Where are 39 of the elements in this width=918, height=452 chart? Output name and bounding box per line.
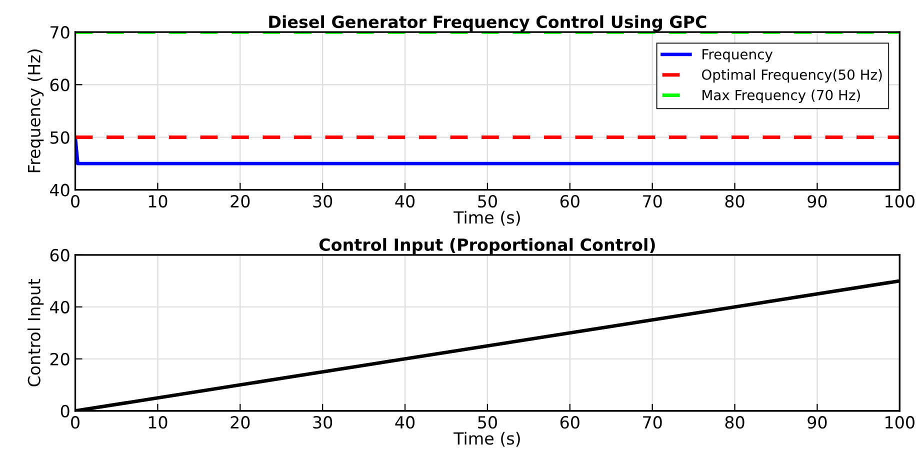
y-tick-label: 70: [50, 26, 70, 39]
x-tick-label: 100: [886, 416, 914, 429]
y-axis-title: Frequency (Hz): [28, 50, 44, 172]
legend-label: Frequency: [702, 49, 773, 62]
x-tick-label: 50: [478, 194, 497, 208]
y-tick-label: 40: [50, 300, 70, 314]
y-tick-label: 0: [60, 404, 70, 418]
y-tick-label: 60: [50, 78, 70, 92]
x-tick-label: 30: [313, 416, 332, 429]
x-tick-label: 80: [725, 194, 744, 208]
y-tick-label: 50: [50, 131, 70, 144]
legend-label: Max Frequency (70 Hz): [702, 90, 860, 103]
x-tick-label: 20: [230, 416, 250, 429]
x-tick-label: 80: [725, 416, 744, 429]
x-tick-label: 30: [313, 194, 332, 208]
y-tick-label: 40: [50, 184, 70, 196]
x-tick-label: 40: [395, 416, 415, 429]
x-tick-label: 70: [643, 416, 662, 429]
x-tick-label: 90: [808, 416, 827, 429]
x-tick-label: 60: [560, 416, 580, 429]
y-tick-label: 20: [50, 352, 70, 366]
y-axis-title: Control Input: [28, 278, 44, 386]
x-axis-title: Time (s): [454, 432, 520, 447]
x-tick-label: 20: [230, 194, 250, 208]
x-tick-label: 40: [395, 194, 415, 208]
chart-title: Control Input (Proportional Control): [319, 238, 655, 254]
x-axis-title: Time (s): [454, 210, 520, 226]
chart-title: Diesel Generator Frequency Control Using GPC: [269, 15, 706, 32]
legend-label: Optimal Frequency(50 Hz): [702, 69, 882, 83]
x-tick-label: 50: [478, 416, 497, 429]
x-tick-label: 0: [71, 416, 80, 429]
x-tick-label: 90: [808, 194, 827, 208]
x-tick-label: 10: [148, 416, 168, 429]
x-tick-label: 60: [560, 194, 580, 208]
x-tick-label: 0: [71, 194, 80, 208]
x-tick-label: 100: [886, 194, 914, 208]
x-tick-label: 10: [148, 194, 168, 208]
x-tick-label: 70: [643, 194, 662, 208]
y-tick-label: 60: [50, 248, 70, 262]
